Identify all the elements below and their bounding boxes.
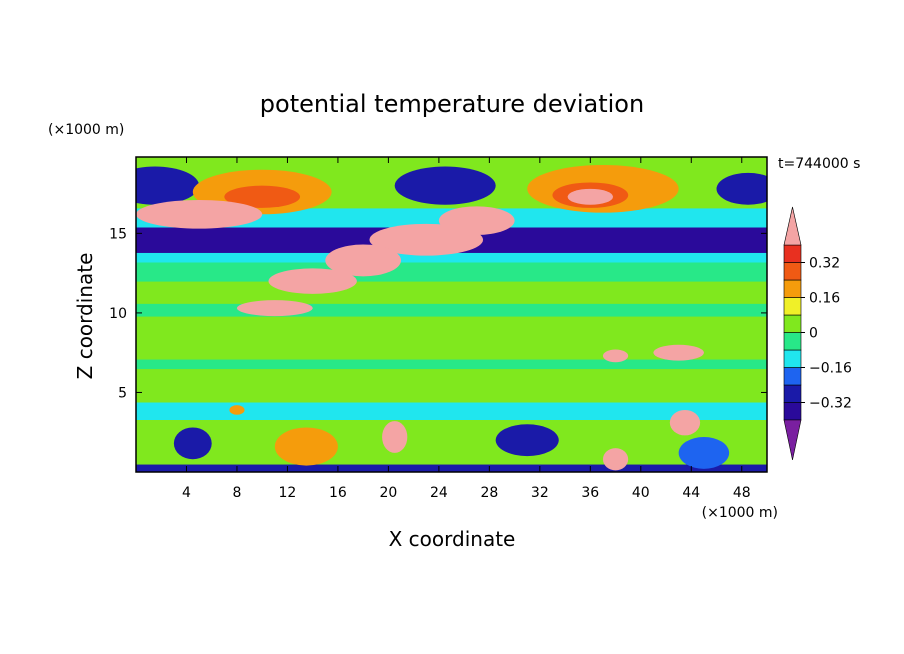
contour-feature	[173, 427, 212, 460]
contour-feature	[394, 166, 496, 205]
colorbar-segment	[783, 314, 802, 333]
contour-band	[136, 402, 767, 420]
x-tick-label: 36	[581, 485, 599, 501]
contour-band	[136, 419, 767, 465]
x-tick-label: 40	[632, 485, 650, 501]
contour-band	[136, 464, 767, 472]
colorbar-tick-label: −0.16	[809, 361, 852, 377]
x-tick-label: 44	[682, 485, 700, 501]
x-tick-label: 8	[232, 485, 241, 501]
y-tick-label: 10	[109, 306, 127, 322]
contour-features	[136, 164, 767, 471]
x-tick-label: 16	[329, 485, 347, 501]
x-unit-label: (×1000 m)	[702, 505, 778, 521]
x-tick-label: 4	[182, 485, 191, 501]
contour-band	[136, 303, 767, 317]
colorbar-tick-label: 0	[809, 326, 818, 342]
x-tick-label: 32	[531, 485, 549, 501]
contour-band	[136, 368, 767, 403]
contour-feature	[602, 349, 629, 363]
contour-feature	[382, 421, 408, 453]
contour-feature	[369, 223, 484, 256]
chart-title: potential temperature deviation	[260, 90, 644, 118]
contour-feature	[136, 199, 263, 229]
colorbar-segment	[783, 262, 802, 281]
contour-feature	[653, 344, 704, 361]
contour-feature	[669, 409, 701, 436]
plot-frame	[135, 156, 768, 473]
y-unit-label: (×1000 m)	[48, 122, 124, 138]
colorbar-tick-label: −0.32	[809, 396, 852, 412]
contour-band	[136, 252, 767, 263]
x-tick-label: 24	[430, 485, 448, 501]
contour-feature	[678, 437, 730, 469]
y-tick-label: 5	[118, 385, 127, 401]
contour-feature	[602, 448, 629, 471]
contour-band	[136, 262, 767, 273]
plot-area	[136, 157, 767, 472]
y-axis-label: Z coordinate	[73, 253, 97, 380]
contour-feature	[567, 188, 614, 205]
contour-band	[136, 271, 767, 282]
contour-feature	[274, 427, 338, 466]
contour-band	[136, 281, 767, 304]
contour-feature	[716, 172, 767, 205]
time-label: t=744000 s	[778, 156, 860, 172]
colorbar-tick-label: 0.16	[809, 291, 840, 307]
contour-feature	[236, 300, 313, 317]
y-tick-label: 15	[109, 226, 127, 242]
x-axis-ticks: 4 8 12 16 20 24 28 32 36 40 44 48	[182, 157, 751, 501]
y-axis-ticks: 5 10 15	[109, 226, 767, 401]
contour-feature	[495, 424, 559, 457]
colorbar-segment	[783, 349, 802, 368]
colorbar-segment	[783, 332, 802, 351]
x-tick-label: 48	[733, 485, 751, 501]
x-tick-label: 28	[480, 485, 498, 501]
colorbar-segment	[783, 297, 802, 316]
contour-feature	[224, 185, 301, 208]
colorbar: 0.32 0.16 0 −0.16 −0.32	[783, 206, 852, 461]
x-tick-label: 12	[279, 485, 297, 501]
colorbar-segment	[783, 244, 802, 263]
contour-band	[136, 359, 767, 370]
contour-feature	[325, 244, 402, 277]
x-tick-label: 20	[379, 485, 397, 501]
x-axis-label: X coordinate	[389, 527, 516, 551]
contour-feature	[136, 166, 200, 205]
contour-band	[136, 316, 767, 350]
colorbar-tick-label: 0.32	[809, 256, 840, 272]
contour-feature	[229, 405, 245, 415]
colorbar-min-arrow	[783, 419, 802, 461]
colorbar-segment	[783, 367, 802, 386]
colorbar-segment	[783, 279, 802, 298]
contour-feature	[268, 268, 357, 294]
contour-band	[136, 349, 767, 360]
colorbar-max-arrow	[783, 206, 802, 246]
colorbar-segment	[783, 402, 802, 421]
colorbar-segment	[783, 384, 802, 403]
